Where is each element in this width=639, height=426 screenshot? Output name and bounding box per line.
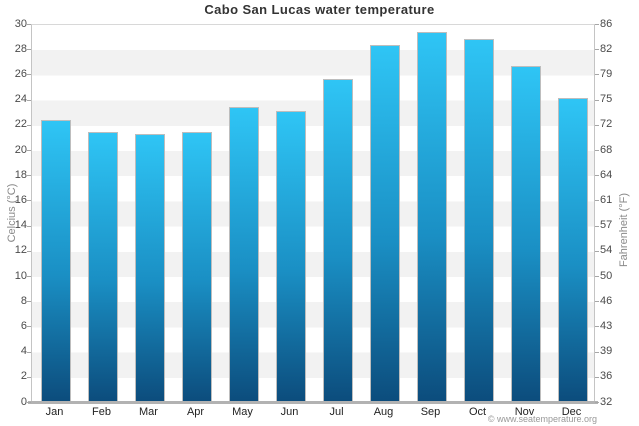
left-tick-mark	[27, 124, 31, 126]
left-tick-mark	[27, 49, 31, 51]
fahrenheit-tick-82: 82	[600, 42, 613, 55]
fahrenheit-tick-32: 32	[600, 395, 613, 408]
fahrenheit-tick-86: 86	[600, 17, 613, 30]
celsius-tick-22: 22	[14, 118, 27, 131]
right-tick-mark	[595, 74, 599, 76]
celsius-axis-label: Celcius (°C)	[6, 183, 18, 243]
celsius-tick-10: 10	[14, 269, 27, 282]
celsius-tick-0: 0	[20, 395, 27, 408]
celsius-tick-4: 4	[20, 345, 27, 358]
right-tick-mark	[595, 24, 599, 25]
right-tick-mark	[595, 326, 599, 328]
fahrenheit-tick-68: 68	[600, 143, 613, 156]
bar-mar	[134, 133, 165, 402]
right-tick-mark	[595, 276, 599, 277]
bar-may	[228, 107, 259, 402]
fahrenheit-tick-57: 57	[600, 219, 613, 232]
celsius-tick-18: 18	[14, 168, 27, 181]
celsius-tick-2: 2	[20, 370, 27, 383]
month-label-dec: Dec	[561, 406, 582, 418]
month-label-oct: Oct	[468, 406, 487, 418]
month-label-nov: Nov	[514, 406, 535, 418]
right-tick-mark	[595, 225, 599, 227]
left-tick-mark	[27, 376, 31, 378]
bar-nov	[510, 65, 541, 402]
plot-area	[31, 24, 595, 402]
right-tick-mark	[595, 351, 599, 353]
right-tick-mark	[595, 402, 599, 403]
left-tick-mark	[27, 402, 31, 403]
celsius-tick-30: 30	[14, 17, 27, 30]
bar-feb	[87, 132, 118, 402]
month-label-may: May	[232, 406, 253, 418]
left-tick-mark	[27, 351, 31, 353]
celsius-tick-20: 20	[14, 143, 27, 156]
celsius-tick-8: 8	[20, 294, 27, 307]
left-tick-mark	[27, 301, 31, 303]
bar-jul	[322, 79, 353, 402]
x-axis-line	[28, 401, 598, 404]
fahrenheit-tick-75: 75	[600, 93, 613, 106]
celsius-tick-26: 26	[14, 67, 27, 80]
celsius-tick-28: 28	[14, 42, 27, 55]
month-label-jul: Jul	[329, 406, 344, 418]
attribution-text: © www.seatemperature.org	[487, 414, 597, 424]
month-label-feb: Feb	[92, 406, 111, 418]
bar-jan	[40, 119, 71, 402]
bar-dec	[557, 98, 588, 402]
right-tick-mark	[595, 200, 599, 202]
left-tick-mark	[27, 225, 31, 227]
fahrenheit-tick-39: 39	[600, 345, 613, 358]
right-tick-mark	[595, 124, 599, 126]
celsius-tick-14: 14	[14, 219, 27, 232]
left-tick-mark	[27, 74, 31, 76]
right-tick-mark	[595, 376, 599, 378]
bar-aug	[369, 45, 400, 402]
left-tick-mark	[27, 24, 31, 25]
right-tick-mark	[595, 99, 599, 101]
bar-sep	[416, 31, 447, 402]
right-tick-mark	[595, 250, 599, 252]
right-tick-mark	[595, 150, 599, 151]
left-tick-mark	[27, 200, 31, 202]
fahrenheit-tick-46: 46	[600, 294, 613, 307]
fahrenheit-tick-50: 50	[600, 269, 613, 282]
month-label-jan: Jan	[45, 406, 64, 418]
celsius-tick-24: 24	[14, 93, 27, 106]
fahrenheit-tick-72: 72	[600, 118, 613, 131]
fahrenheit-tick-64: 64	[600, 168, 613, 181]
fahrenheit-tick-36: 36	[600, 370, 613, 383]
right-tick-mark	[595, 301, 599, 303]
left-tick-mark	[27, 175, 31, 177]
right-tick-mark	[595, 49, 599, 51]
bar-jun	[275, 110, 306, 402]
chart-title: Cabo San Lucas water temperature	[204, 2, 435, 17]
bar-oct	[463, 39, 494, 402]
celsius-tick-6: 6	[20, 319, 27, 332]
month-label-mar: Mar	[139, 406, 158, 418]
left-tick-mark	[27, 250, 31, 252]
month-label-jun: Jun	[280, 406, 299, 418]
month-label-aug: Aug	[373, 406, 394, 418]
right-tick-mark	[595, 175, 599, 177]
celsius-tick-16: 16	[14, 193, 27, 206]
left-tick-mark	[27, 326, 31, 328]
fahrenheit-tick-43: 43	[600, 319, 613, 332]
fahrenheit-tick-61: 61	[600, 193, 613, 206]
left-tick-mark	[27, 276, 31, 277]
fahrenheit-axis-label: Fahrenheit (°F)	[618, 192, 630, 268]
left-tick-mark	[27, 150, 31, 151]
celsius-tick-12: 12	[14, 244, 27, 257]
fahrenheit-tick-79: 79	[600, 67, 613, 80]
month-label-sep: Sep	[420, 406, 441, 418]
month-label-apr: Apr	[186, 406, 205, 418]
fahrenheit-tick-54: 54	[600, 244, 613, 257]
left-tick-mark	[27, 99, 31, 101]
bar-apr	[181, 132, 212, 402]
